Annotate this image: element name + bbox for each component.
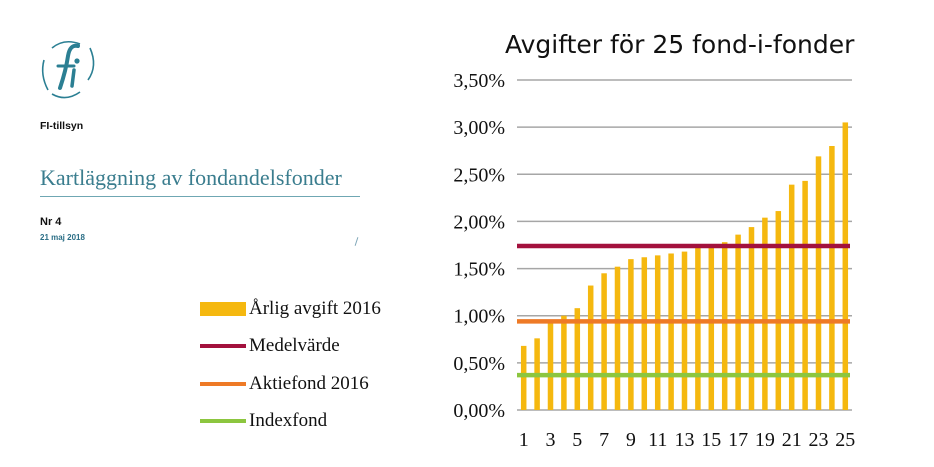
x-tick-label: 5 [572,429,582,451]
x-tick-label: 17 [728,429,748,451]
y-tick-label: 3,00% [453,117,505,139]
bar-series [520,122,849,410]
x-tick-label: 7 [599,429,609,451]
x-tick-label: 13 [675,429,695,451]
x-tick-label: 11 [648,429,667,451]
y-tick-label: 3,50% [453,70,505,92]
legend-label-equity-fund: Aktiefond 2016 [249,372,369,394]
fee-bar [842,122,849,410]
fee-bar [775,211,782,410]
x-tick-label: 25 [835,429,855,451]
fee-bar [802,180,808,410]
finansinspektionen-logo [41,40,95,99]
fee-bar [628,259,634,410]
x-tick-label: 15 [701,429,721,451]
fee-bar [829,146,835,410]
fee-bar [601,273,607,410]
y-tick-label: 1,50% [453,259,505,281]
fee-bar [668,253,674,410]
y-tick-label: 0,00% [453,400,505,422]
x-tick-label: 3 [546,429,556,451]
legend-swatch-index-fund [200,419,246,424]
fee-bar [654,255,661,410]
legend-item-index-fund: Indexfond [200,403,381,441]
y-tick-label: 2,50% [453,164,505,186]
legend-label-annual-fee: Årlig avgift 2016 [249,297,381,319]
fee-bar [587,285,594,410]
y-tick-label: 1,00% [453,306,505,328]
legend-label-mean: Medelvärde [249,335,340,357]
chart-title: Avgifter för 25 fond-i-fonder [505,30,855,59]
legend-item-annual-fee: Årlig avgift 2016 [200,290,381,328]
report-title: Kartläggning av fondandelsfonder [40,165,342,190]
x-tick-label: 19 [755,429,775,451]
report-date: 21 maj 2018 [40,233,85,242]
x-tick-label: 9 [626,429,636,451]
fee-bar [815,156,822,410]
axis-labels: 0,00% 0,50% 1,00% 1,50% 2,00% 2,50% 3,00% 3,50%… [453,70,855,451]
fee-bar [641,257,648,410]
fee-bar [762,217,768,410]
fee-bar [748,227,755,410]
fee-bar [547,320,554,410]
fee-bar [721,242,728,410]
x-tick-label: 23 [809,429,829,451]
legend-item-mean: Medelvärde [200,328,381,366]
fee-bar [708,245,715,410]
x-tick-label: 21 [782,429,802,451]
fee-bar [614,266,621,410]
legend-swatch-equity-fund [200,381,246,386]
x-tick-label: 1 [519,429,529,451]
fee-bar [695,246,701,410]
legend-swatch-annual-fee [200,301,246,316]
report-number: Nr 4 [40,216,62,228]
title-divider [40,196,360,197]
legend-label-index-fund: Indexfond [249,410,328,432]
legend-swatch-mean [200,344,246,349]
fee-bar [520,345,527,410]
reference-lines [517,243,850,378]
y-tick-label: 2,00% [453,211,505,233]
report-series: FI-tillsyn [40,120,84,132]
y-tick-label: 0,50% [453,353,505,375]
fee-bar [788,184,795,410]
legend: Årlig avgift 2016 Medelvärde Aktiefond 2… [200,290,381,440]
fee-bar [574,308,581,410]
fee-bar [681,251,688,410]
legend-item-equity-fund: Aktiefond 2016 [200,365,381,403]
fee-bar [561,315,567,410]
